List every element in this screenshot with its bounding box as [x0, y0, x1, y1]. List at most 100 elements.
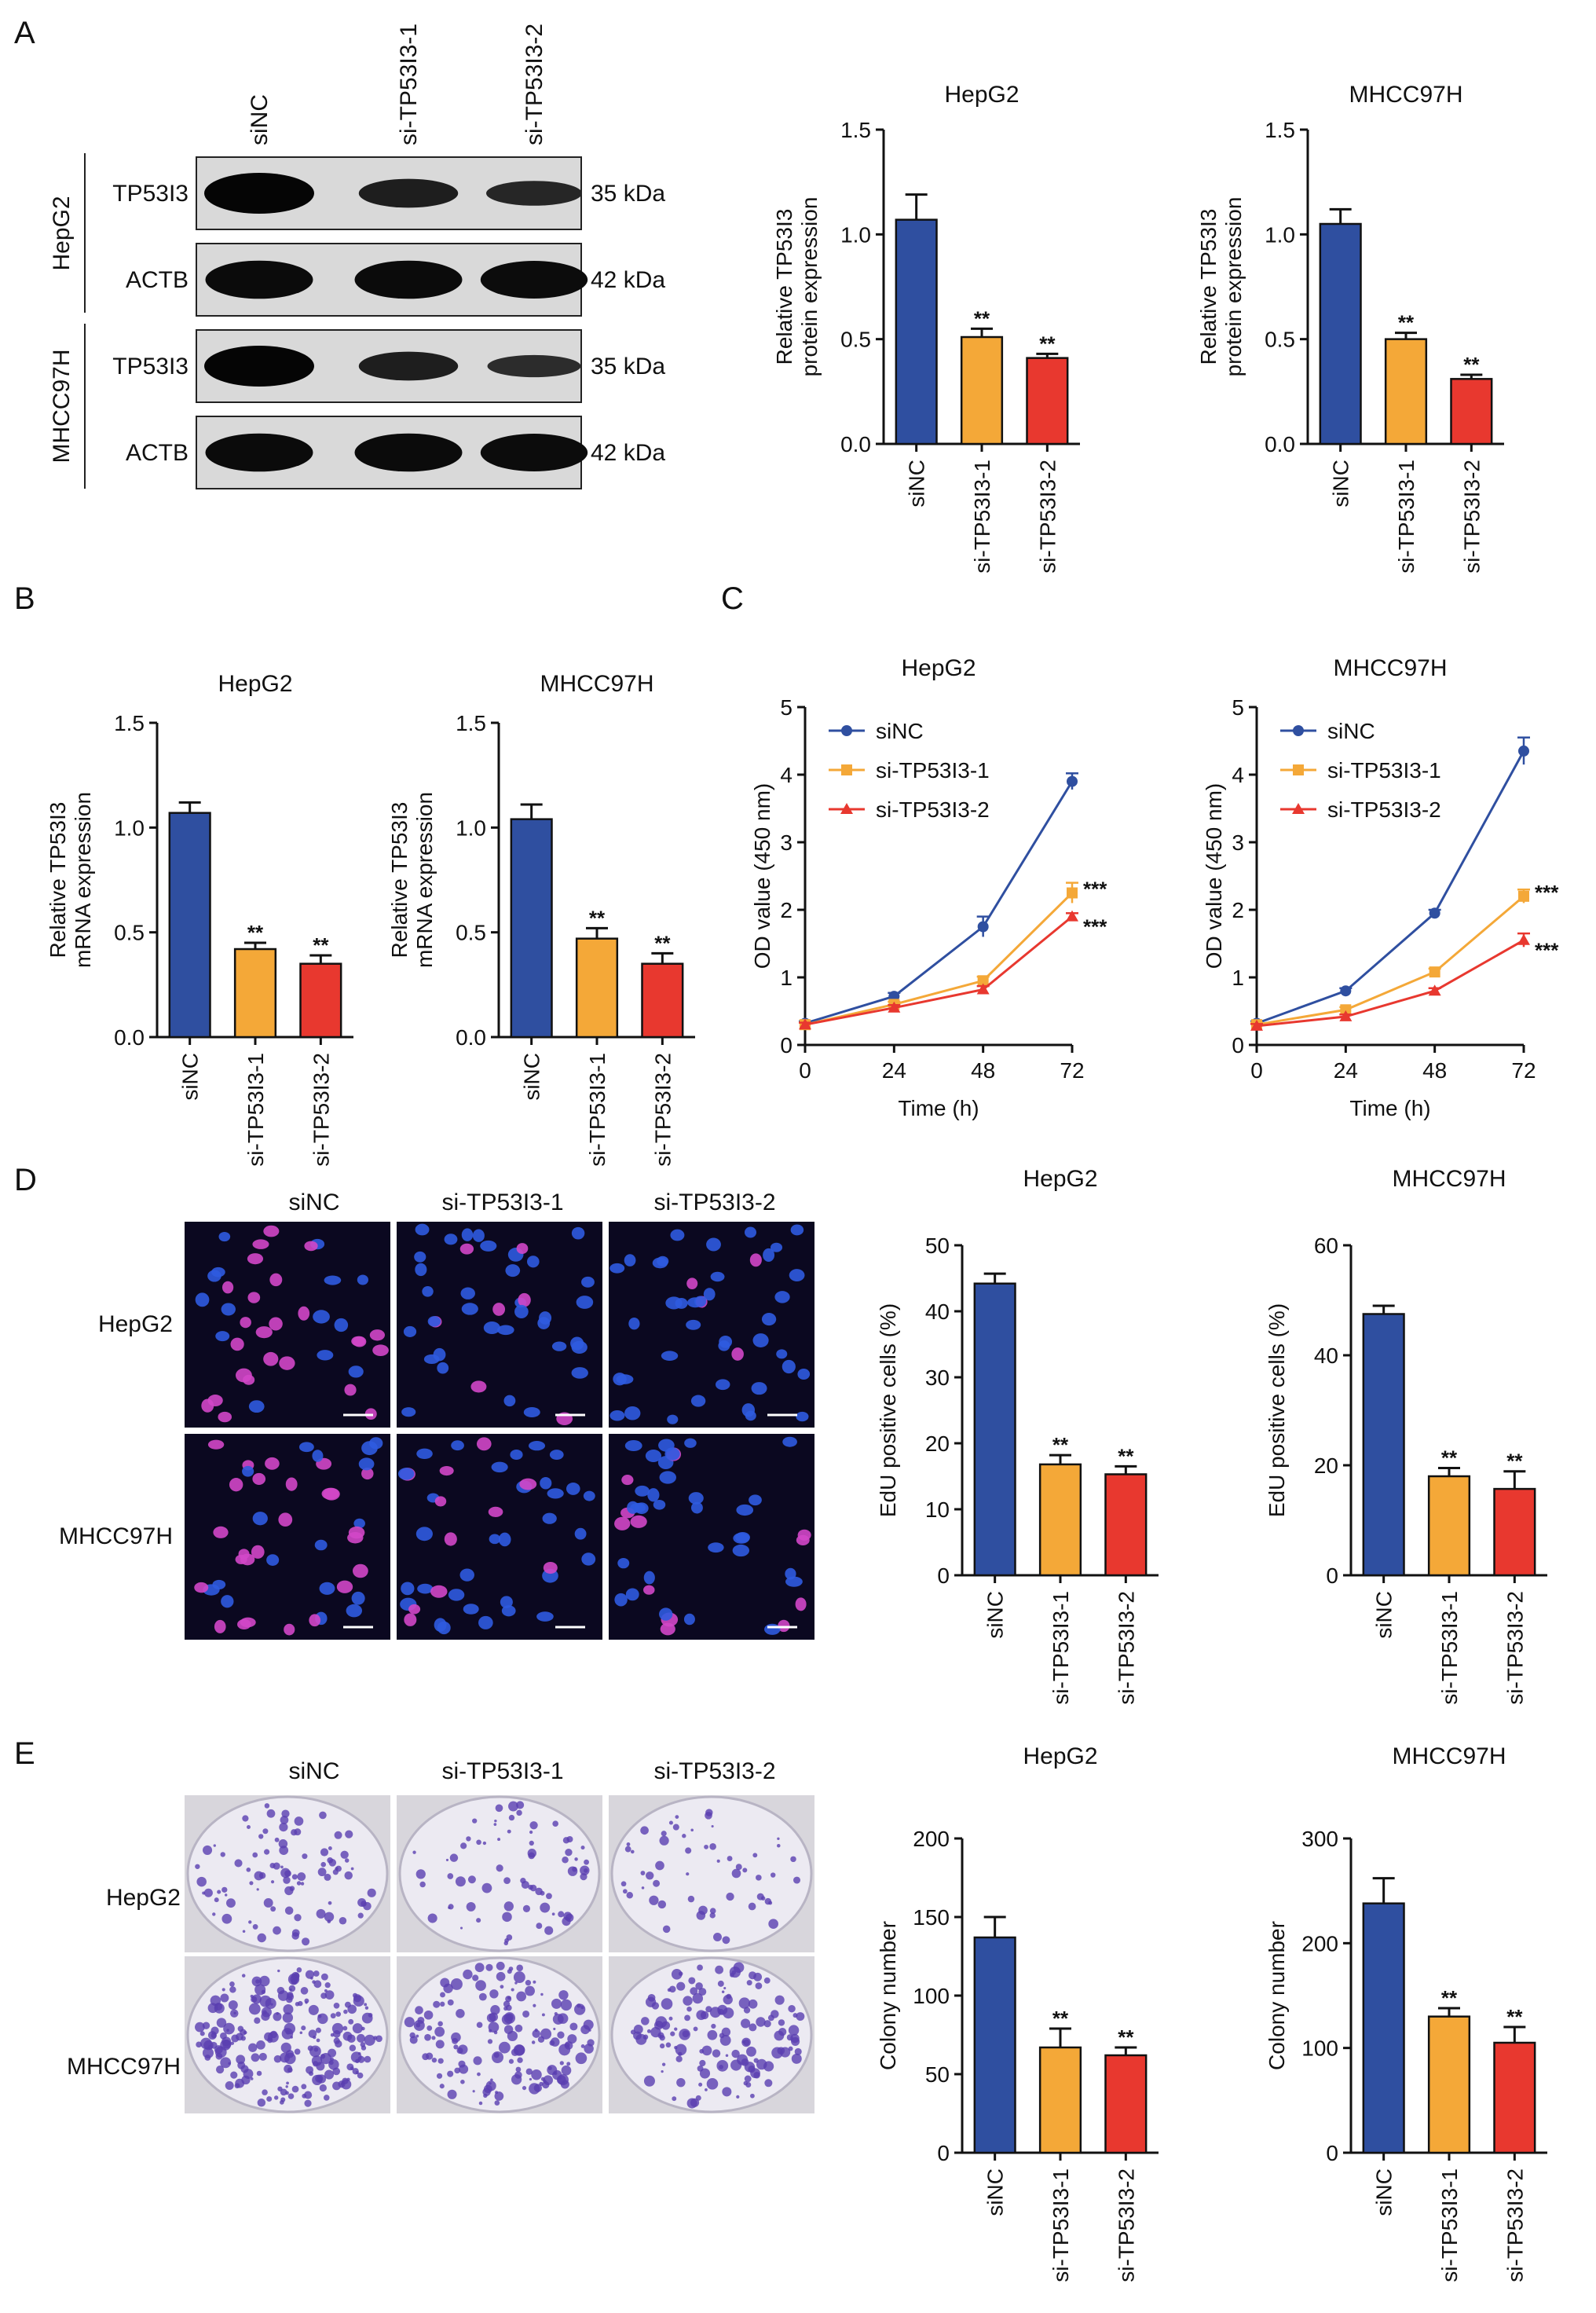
edu-nucleus	[797, 1368, 811, 1380]
edu-nucleus	[213, 1526, 229, 1538]
colony	[668, 1820, 673, 1825]
colony	[539, 2081, 544, 2087]
colony	[788, 2004, 796, 2013]
colony	[717, 2004, 728, 2015]
colony	[472, 1974, 479, 1981]
colony	[248, 2043, 258, 2052]
edu-nucleus	[627, 1501, 639, 1514]
colony	[693, 2026, 698, 2032]
category-label: si-TP53I3-2	[1503, 1591, 1527, 1705]
colony	[456, 2008, 465, 2018]
colony	[674, 2027, 678, 2031]
colony	[760, 1896, 766, 1901]
colony	[569, 2022, 578, 2031]
colony	[705, 1809, 713, 1816]
edu-nucleus	[686, 1319, 701, 1330]
edu-nucleus	[778, 1619, 790, 1633]
y-tick-label: 1	[780, 966, 793, 990]
colony	[723, 1994, 733, 2005]
colony	[731, 2049, 740, 2058]
colony	[264, 1849, 270, 1855]
colony	[748, 1999, 758, 2009]
colony	[755, 1982, 763, 1989]
colony	[222, 2040, 232, 2049]
edu-nucleus	[351, 1591, 365, 1605]
blot-protein-label: TP53I3	[112, 181, 189, 207]
edu-nucleus	[540, 1477, 552, 1490]
bar	[973, 1936, 1016, 2154]
colony	[324, 2069, 335, 2080]
colony	[624, 1846, 631, 1853]
colony	[214, 1897, 219, 1903]
colony	[204, 2055, 211, 2061]
edu-nucleus	[789, 1269, 805, 1281]
series-line	[1256, 750, 1525, 1025]
blot-kda-label: 42 kDa	[591, 440, 665, 466]
colony	[725, 2054, 729, 2058]
colony	[552, 1820, 558, 1827]
colony	[731, 1970, 736, 1975]
edu-nucleus	[549, 1450, 564, 1461]
category-label: si-TP53I3-2	[650, 1053, 675, 1167]
data-point	[1429, 907, 1440, 919]
data-point	[840, 803, 853, 814]
colony	[572, 1866, 577, 1872]
edu-nucleus	[284, 1623, 295, 1636]
edu-nucleus	[621, 1475, 634, 1486]
edu-nucleus	[358, 1457, 375, 1471]
y-tick-label: 1.0	[840, 222, 871, 247]
blot-band	[354, 433, 463, 472]
category-label: si-TP53I3-1	[1437, 2168, 1462, 2282]
colony	[439, 2084, 445, 2089]
edu-nucleus	[269, 1273, 283, 1287]
edu-nucleus	[635, 1485, 650, 1497]
colony	[324, 1982, 331, 1989]
edu-nucleus	[708, 1542, 724, 1553]
colony	[686, 1872, 690, 1876]
colony	[415, 2006, 423, 2014]
edu-nucleus	[472, 1229, 485, 1242]
y-axis-label: EdU positive cells (%)	[1265, 1303, 1289, 1517]
colony	[415, 2022, 421, 2028]
colony	[553, 2027, 556, 2030]
significance-label: ***	[1083, 878, 1107, 901]
edu-nucleus	[269, 1317, 283, 1331]
colony	[220, 1852, 225, 1857]
colony	[196, 1876, 207, 1887]
colony	[704, 1844, 708, 1849]
data-point	[1340, 985, 1352, 997]
colony	[254, 1871, 264, 1881]
colony	[778, 2028, 787, 2036]
colony	[291, 1971, 300, 1981]
bar	[1038, 2046, 1082, 2154]
colony	[320, 1973, 328, 1981]
edu-nucleus	[461, 1303, 478, 1315]
colony	[249, 1881, 254, 1886]
panel-letter-d: D	[14, 1163, 37, 1197]
edu-nucleus	[439, 1465, 454, 1476]
y-tick-label: 1.0	[114, 816, 145, 840]
y-tick-label: 50	[925, 1233, 950, 1258]
colony	[339, 1916, 347, 1925]
edu-nucleus	[476, 1437, 492, 1451]
colony	[763, 1977, 771, 1984]
y-axis-label: protein expression	[1221, 197, 1246, 377]
edu-nucleus	[324, 1275, 342, 1285]
y-tick-label: 20	[1314, 1453, 1338, 1478]
colony	[661, 2069, 664, 2073]
colony	[525, 1985, 535, 1996]
edu-nucleus	[255, 1326, 273, 1339]
edu-nucleus	[576, 1296, 594, 1309]
blot-lane-label: siNC	[247, 94, 273, 145]
edu-nucleus	[444, 1233, 458, 1245]
panel-letter-b: B	[14, 581, 35, 616]
colony	[529, 1821, 538, 1830]
colony	[678, 2051, 683, 2056]
colony	[228, 2000, 238, 2010]
colony	[437, 2058, 444, 2064]
colony	[575, 2052, 588, 2065]
significance-label: **	[1463, 353, 1480, 376]
colony	[437, 2021, 443, 2027]
edu-nucleus	[694, 1296, 707, 1307]
colony	[447, 2089, 457, 2099]
